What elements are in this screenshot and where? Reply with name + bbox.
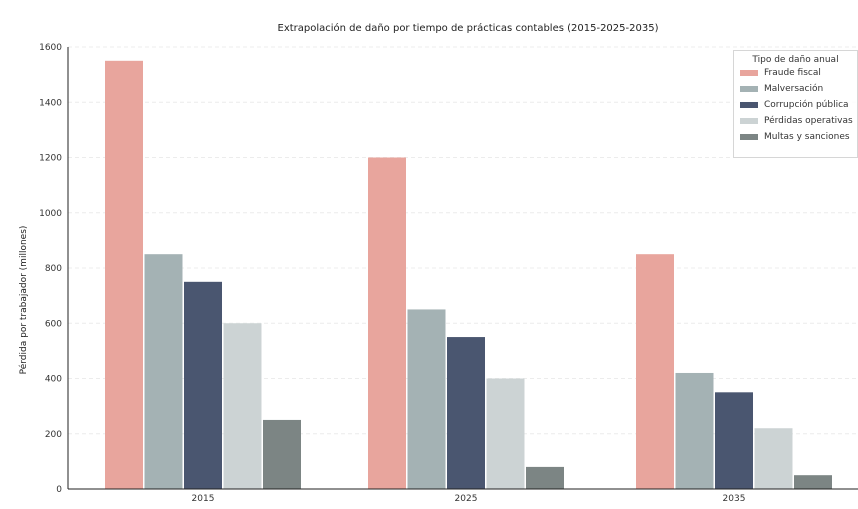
x-tick-label: 2025 — [455, 494, 478, 504]
legend-item: Corrupción pública — [740, 97, 857, 113]
legend: Tipo de daño anual Fraude fiscal Malversa… — [733, 50, 858, 158]
legend-label: Malversación — [764, 84, 824, 94]
legend-item: Pérdidas operativas — [740, 113, 857, 129]
bar-p-rdidas-operativas-2025 — [486, 378, 525, 489]
y-axis-label: Pérdida por trabajador (millones) — [18, 226, 29, 375]
legend-swatch — [740, 70, 758, 76]
legend-items: Fraude fiscal Malversación Corrupción públ… — [734, 65, 857, 145]
bar-multas-y-sanciones-2015 — [263, 419, 301, 489]
y-tick-label: 600 — [45, 319, 62, 329]
bar-fraude-fiscal-2015 — [105, 60, 143, 489]
legend-item: Fraude fiscal — [740, 65, 857, 81]
legend-swatch — [740, 102, 758, 108]
y-tick-label: 1000 — [39, 209, 62, 219]
y-tick-label: 0 — [56, 485, 62, 495]
chart-title: Extrapolación de daño por tiempo de prác… — [278, 22, 659, 34]
y-tick-label: 200 — [45, 430, 62, 440]
bar-multas-y-sanciones-2035 — [794, 475, 832, 489]
legend-item: Malversación — [740, 81, 857, 97]
bar-malversaci-n-2025 — [407, 309, 446, 489]
y-tick-label: 800 — [45, 264, 62, 274]
y-tick-label: 1200 — [39, 154, 62, 164]
bar-corrupci-n-p-blica-2025 — [447, 337, 485, 489]
legend-item: Multas y sanciones — [740, 129, 857, 145]
legend-label: Fraude fiscal — [764, 68, 821, 78]
y-tick-label: 1400 — [39, 98, 62, 108]
legend-label: Multas y sanciones — [764, 132, 850, 142]
x-tick-label: 2035 — [723, 494, 746, 504]
bar-fraude-fiscal-2035 — [636, 254, 674, 489]
bar-malversaci-n-2015 — [144, 254, 183, 489]
bar-malversaci-n-2035 — [675, 372, 714, 489]
legend-label: Pérdidas operativas — [764, 116, 853, 126]
legend-swatch — [740, 118, 758, 124]
legend-label: Corrupción pública — [764, 100, 849, 110]
legend-swatch — [740, 134, 758, 140]
bar-p-rdidas-operativas-2035 — [754, 428, 793, 489]
bar-corrupci-n-p-blica-2015 — [184, 281, 222, 489]
x-tick-label: 2015 — [192, 494, 215, 504]
axes-layer: 0 200 400 600 800 1000 1200 1400 1600 2015 2025 203… — [39, 43, 858, 504]
y-tick-label: 1600 — [39, 43, 62, 53]
bar-corrupci-n-p-blica-2035 — [715, 392, 753, 489]
bar-p-rdidas-operativas-2015 — [223, 323, 262, 489]
legend-title: Tipo de daño anual — [752, 55, 839, 65]
y-tick-label: 400 — [45, 375, 62, 385]
legend-swatch — [740, 86, 758, 92]
bars-layer — [105, 60, 832, 489]
bar-fraude-fiscal-2025 — [368, 157, 406, 489]
bar-multas-y-sanciones-2025 — [526, 466, 564, 489]
